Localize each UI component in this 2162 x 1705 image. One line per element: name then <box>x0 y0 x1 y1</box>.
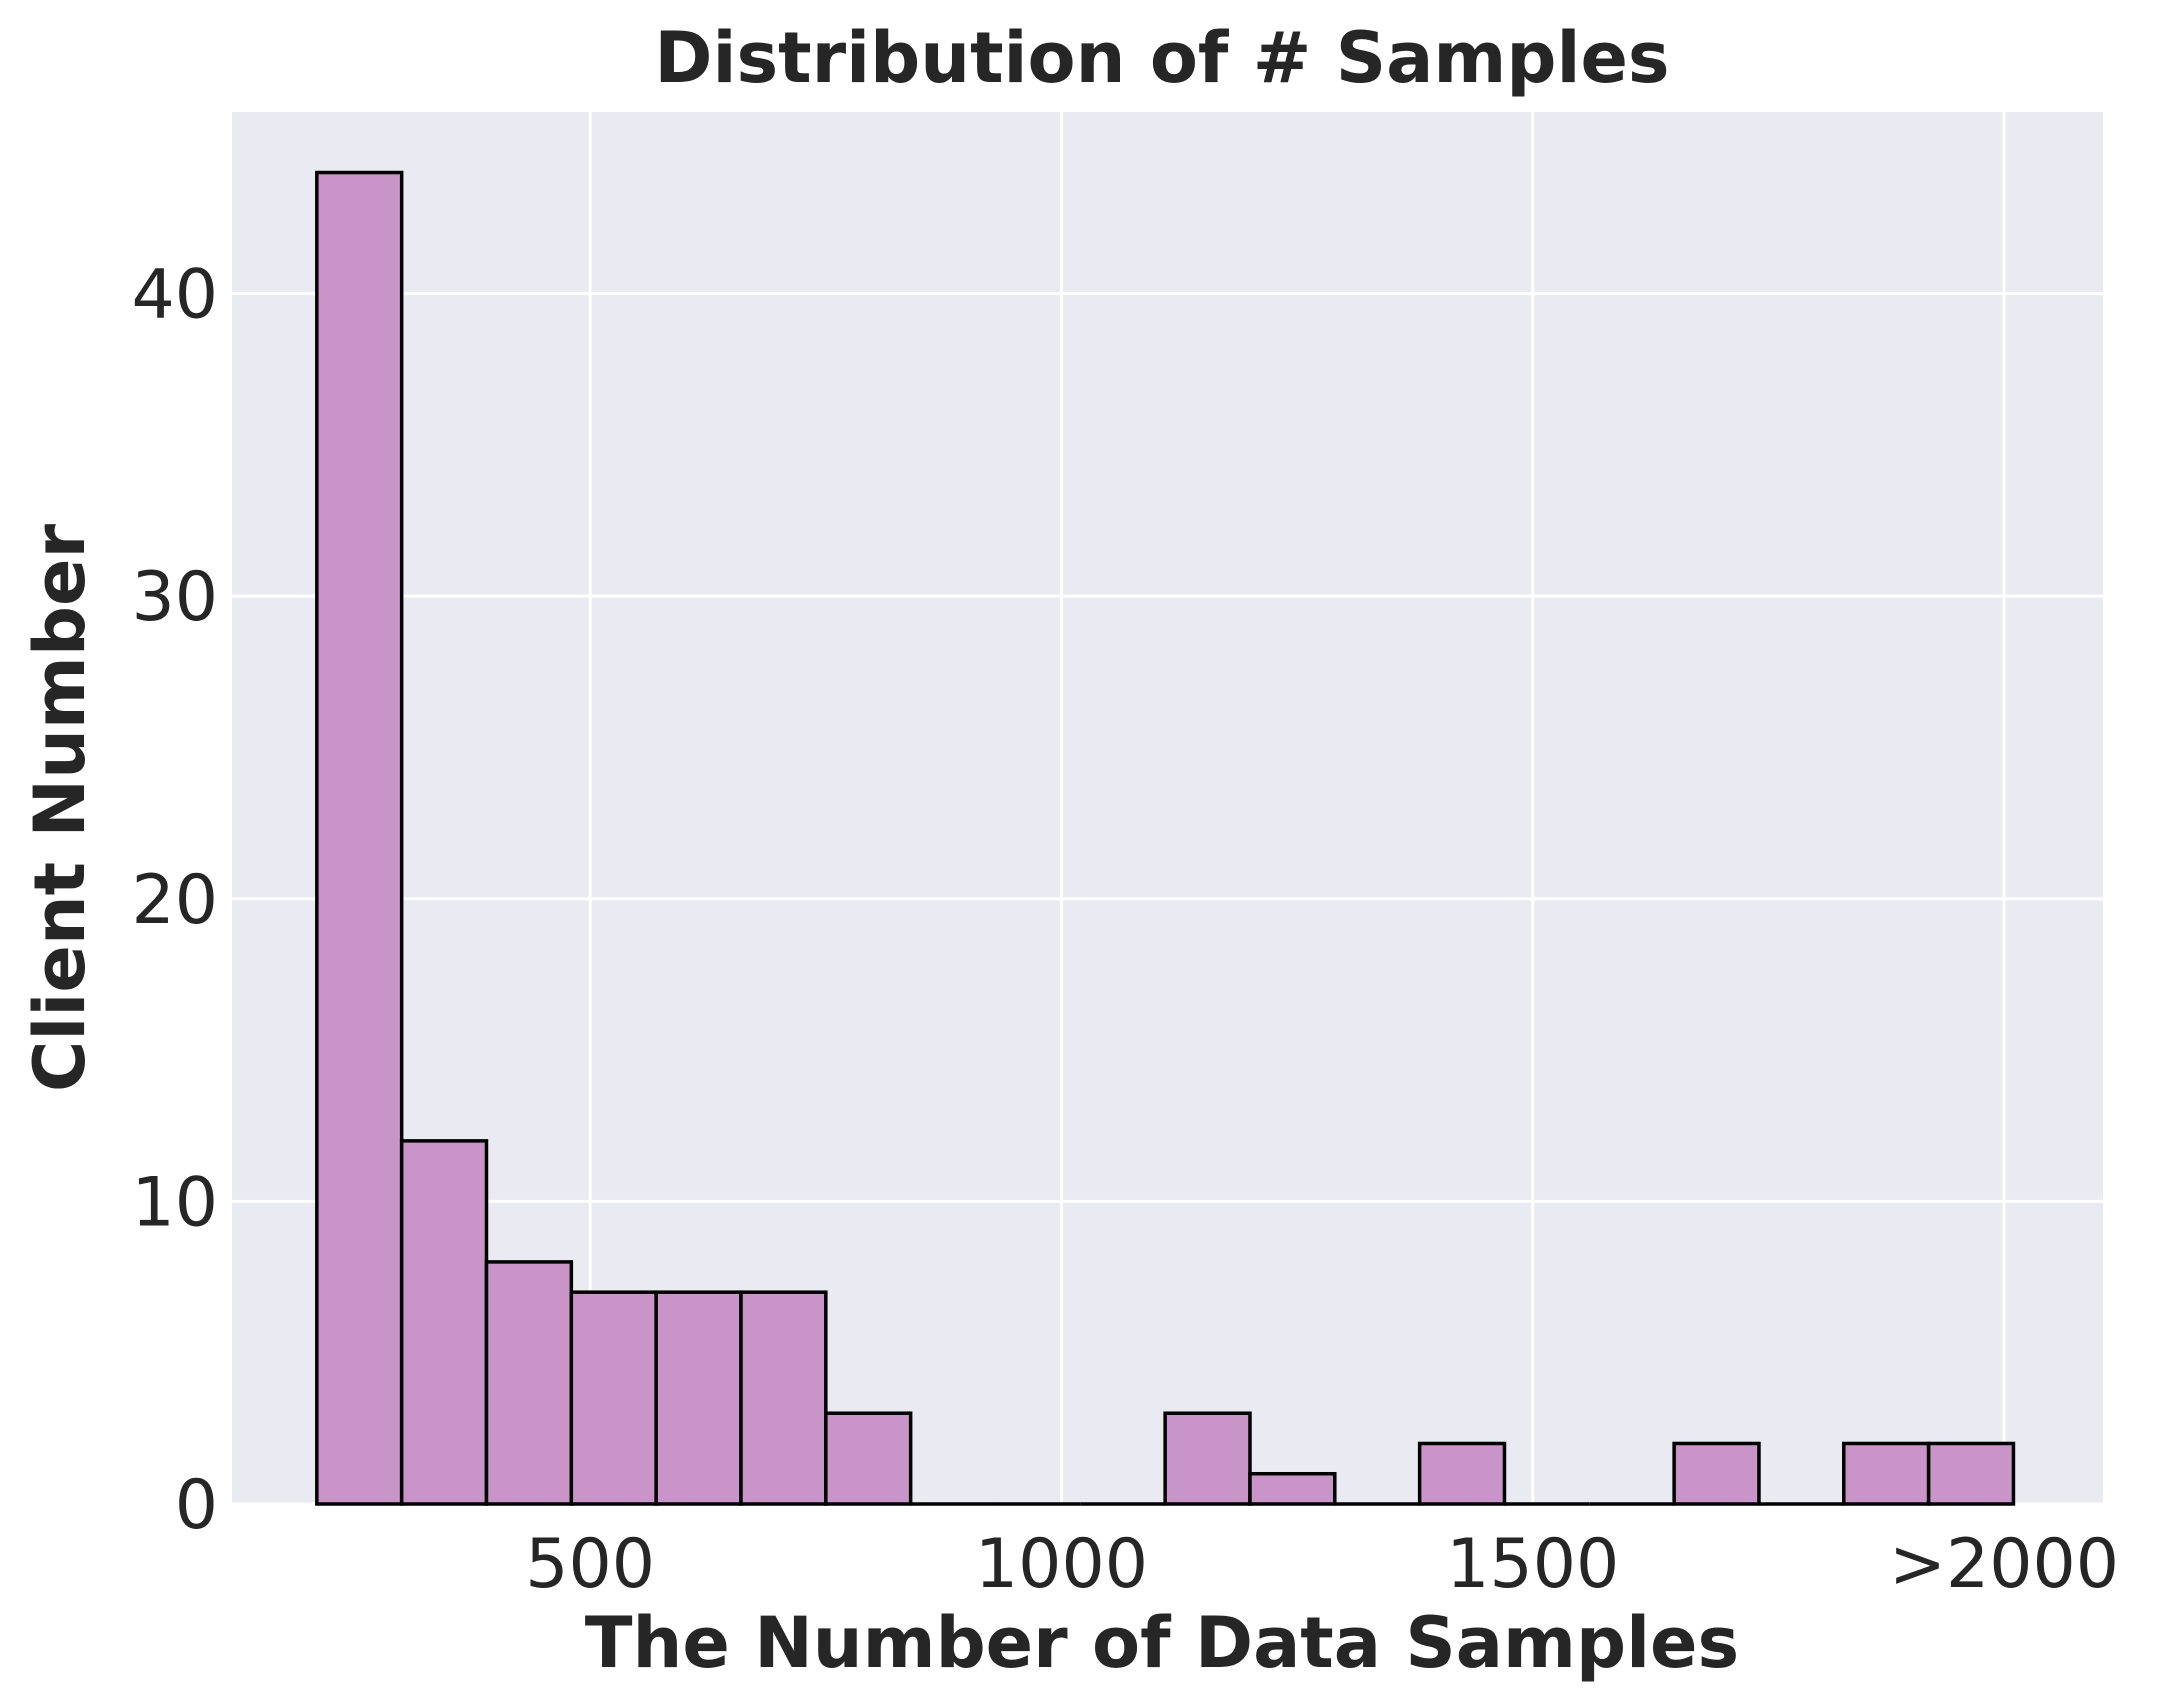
x-axis-label: The Number of Data Samples <box>585 1602 1739 1684</box>
y-tick-label: 10 <box>131 1163 218 1242</box>
y-axis-label: Client Number <box>19 524 101 1092</box>
x-tick-labels: 500 1000 1500 >2000 <box>525 1525 2119 1604</box>
histogram-bar <box>739 1290 828 1506</box>
x-tick-label: >2000 <box>1889 1525 2119 1604</box>
y-tick-labels: 0 10 20 30 40 <box>131 256 218 1545</box>
histogram-bar <box>654 1290 743 1506</box>
chart-title: Distribution of # Samples <box>654 17 1669 99</box>
histogram-bar <box>315 170 404 1506</box>
histogram-bar <box>1842 1441 1931 1506</box>
y-tick-label: 0 <box>175 1466 218 1545</box>
histogram-bar <box>484 1260 574 1506</box>
histogram-bar <box>824 1411 913 1506</box>
grid-lines <box>232 112 2103 1506</box>
histogram-bar <box>399 1139 489 1506</box>
histogram-bar <box>1926 1441 2016 1506</box>
y-tick-label: 30 <box>131 558 218 637</box>
bars <box>315 170 2016 1506</box>
x-tick-label: 1500 <box>1446 1525 1619 1604</box>
histogram-bar <box>1248 1471 1337 1506</box>
y-tick-label: 40 <box>131 256 218 335</box>
histogram-bar <box>1672 1441 1761 1506</box>
histogram-bar <box>569 1290 658 1506</box>
x-tick-label: 500 <box>525 1525 655 1604</box>
x-tick-label: 1000 <box>975 1525 1148 1604</box>
y-tick-label: 20 <box>131 861 218 940</box>
histogram-bar <box>1417 1441 1507 1506</box>
histogram-bar <box>1163 1411 1252 1506</box>
